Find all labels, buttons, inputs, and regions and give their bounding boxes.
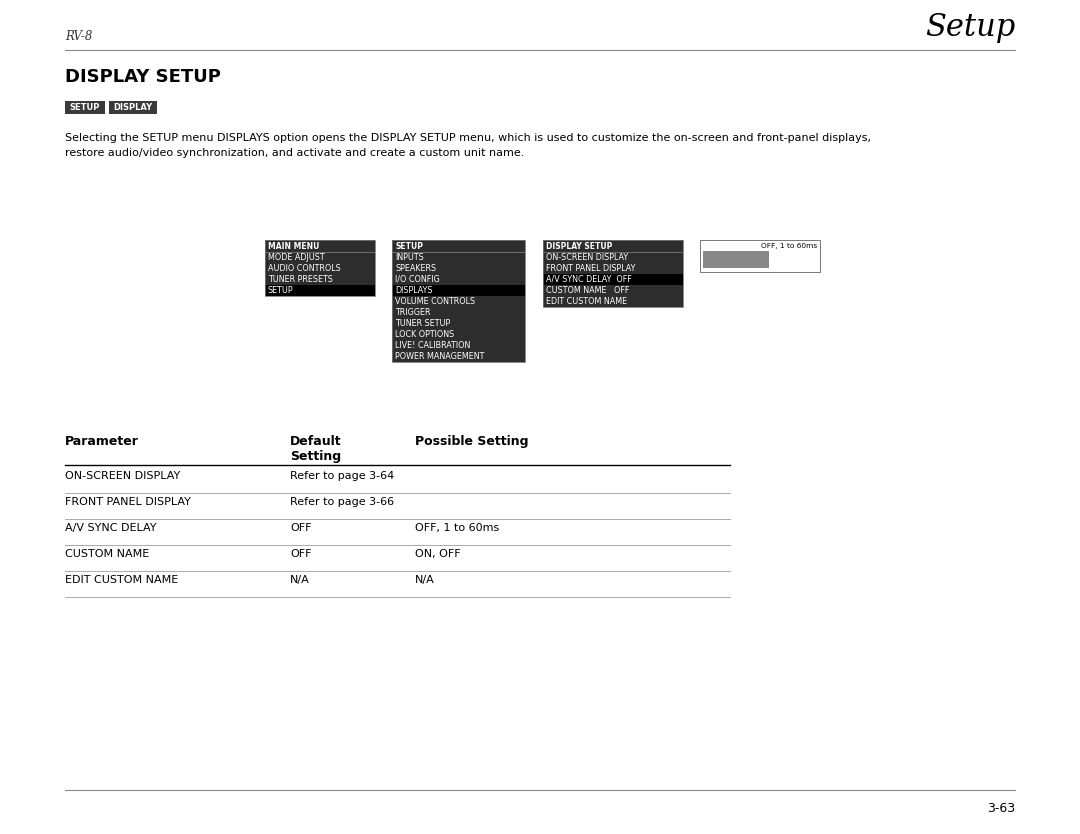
Text: SETUP: SETUP: [268, 286, 294, 295]
Text: TRIGGER: TRIGGER: [395, 308, 431, 317]
Text: LOCK OPTIONS: LOCK OPTIONS: [395, 330, 455, 339]
FancyBboxPatch shape: [543, 263, 683, 274]
FancyBboxPatch shape: [392, 318, 525, 329]
Text: INPUTS: INPUTS: [395, 253, 423, 262]
FancyBboxPatch shape: [392, 285, 525, 296]
FancyBboxPatch shape: [265, 263, 375, 274]
FancyBboxPatch shape: [265, 252, 375, 263]
Text: OFF, 1 to 60ms: OFF, 1 to 60ms: [415, 523, 499, 533]
Text: VOLUME CONTROLS: VOLUME CONTROLS: [395, 297, 475, 306]
Text: I/O CONFIG: I/O CONFIG: [395, 275, 440, 284]
Text: CUSTOM NAME: CUSTOM NAME: [65, 549, 149, 559]
Text: AUDIO CONTROLS: AUDIO CONTROLS: [268, 264, 341, 273]
Text: EDIT CUSTOM NAME: EDIT CUSTOM NAME: [546, 297, 627, 306]
Text: OFF: OFF: [291, 549, 311, 559]
Text: EDIT CUSTOM NAME: EDIT CUSTOM NAME: [65, 575, 178, 585]
FancyBboxPatch shape: [543, 274, 683, 285]
Text: N/A: N/A: [291, 575, 310, 585]
FancyBboxPatch shape: [392, 296, 525, 307]
Text: restore audio/video synchronization, and activate and create a custom unit name.: restore audio/video synchronization, and…: [65, 148, 525, 158]
FancyBboxPatch shape: [392, 263, 525, 274]
FancyBboxPatch shape: [392, 252, 525, 263]
FancyBboxPatch shape: [65, 101, 105, 114]
Text: RV-8: RV-8: [65, 30, 93, 43]
Text: N/A: N/A: [415, 575, 435, 585]
FancyBboxPatch shape: [392, 274, 525, 285]
Text: Setup: Setup: [924, 12, 1015, 43]
Text: 3-63: 3-63: [987, 802, 1015, 815]
Text: POWER MANAGEMENT: POWER MANAGEMENT: [395, 352, 484, 361]
Text: ON-SCREEN DISPLAY: ON-SCREEN DISPLAY: [65, 471, 180, 481]
Text: FRONT PANEL DISPLAY: FRONT PANEL DISPLAY: [65, 497, 191, 507]
FancyBboxPatch shape: [392, 340, 525, 351]
Text: MODE ADJUST: MODE ADJUST: [268, 253, 325, 262]
FancyBboxPatch shape: [543, 296, 683, 307]
FancyBboxPatch shape: [543, 285, 683, 296]
Text: SPEAKERS: SPEAKERS: [395, 264, 436, 273]
Text: CUSTOM NAME   OFF: CUSTOM NAME OFF: [546, 286, 630, 295]
Text: MAIN MENU: MAIN MENU: [268, 242, 320, 250]
FancyBboxPatch shape: [700, 240, 820, 272]
Text: ON, OFF: ON, OFF: [415, 549, 461, 559]
Text: OFF: OFF: [291, 523, 311, 533]
Text: Refer to page 3-66: Refer to page 3-66: [291, 497, 394, 507]
FancyBboxPatch shape: [265, 274, 375, 285]
Text: DISPLAY: DISPLAY: [113, 103, 152, 112]
Text: Selecting the SETUP menu DISPLAYS option opens the DISPLAY SETUP menu, which is : Selecting the SETUP menu DISPLAYS option…: [65, 133, 870, 143]
Text: TUNER SETUP: TUNER SETUP: [395, 319, 450, 328]
Text: A/V SYNC DELAY: A/V SYNC DELAY: [65, 523, 157, 533]
Text: Default
Setting: Default Setting: [291, 435, 341, 463]
FancyBboxPatch shape: [543, 240, 683, 252]
Text: OFF, 1 to 60ms: OFF, 1 to 60ms: [761, 243, 816, 249]
Text: FRONT PANEL DISPLAY: FRONT PANEL DISPLAY: [546, 264, 635, 273]
Text: SETUP: SETUP: [70, 103, 100, 112]
FancyBboxPatch shape: [392, 307, 525, 318]
Text: TUNER PRESETS: TUNER PRESETS: [268, 275, 333, 284]
FancyBboxPatch shape: [392, 351, 525, 362]
Text: ON-SCREEN DISPLAY: ON-SCREEN DISPLAY: [546, 253, 629, 262]
FancyBboxPatch shape: [109, 101, 157, 114]
Text: Possible Setting: Possible Setting: [415, 435, 528, 448]
FancyBboxPatch shape: [392, 329, 525, 340]
FancyBboxPatch shape: [265, 285, 375, 296]
FancyBboxPatch shape: [703, 251, 769, 268]
FancyBboxPatch shape: [265, 240, 375, 252]
Text: DISPLAY SETUP: DISPLAY SETUP: [65, 68, 221, 86]
Text: DISPLAYS: DISPLAYS: [395, 286, 432, 295]
Text: LIVE! CALIBRATION: LIVE! CALIBRATION: [395, 341, 471, 350]
Text: SETUP: SETUP: [395, 242, 423, 250]
Text: Parameter: Parameter: [65, 435, 139, 448]
Text: A/V SYNC DELAY  OFF: A/V SYNC DELAY OFF: [546, 275, 632, 284]
Text: DISPLAY SETUP: DISPLAY SETUP: [546, 242, 612, 250]
Text: Refer to page 3-64: Refer to page 3-64: [291, 471, 394, 481]
FancyBboxPatch shape: [392, 240, 525, 252]
FancyBboxPatch shape: [543, 252, 683, 263]
